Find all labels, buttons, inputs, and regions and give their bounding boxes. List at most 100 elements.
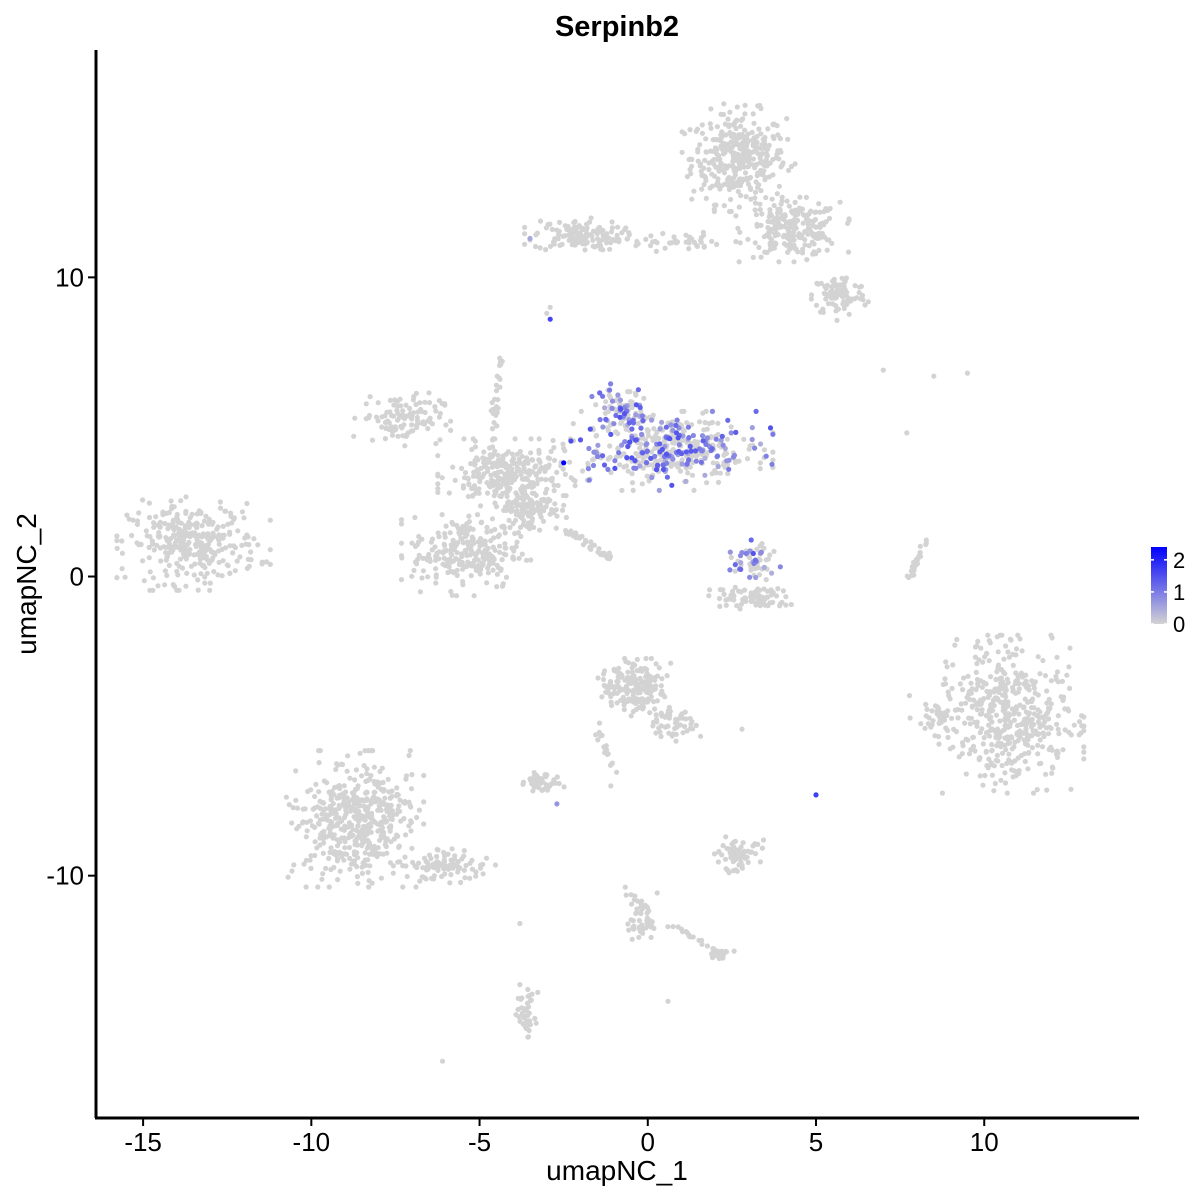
cell-point (694, 243, 701, 249)
cell-point (930, 718, 936, 724)
cell-point (1006, 740, 1013, 746)
cell-point (552, 501, 558, 507)
cell-point (485, 570, 491, 576)
cell-point (413, 884, 419, 890)
cell-point (493, 388, 500, 394)
cell-point (486, 562, 492, 568)
cell-point (504, 484, 510, 490)
cell-point (496, 543, 503, 549)
cell-point (394, 407, 400, 413)
cell-point (637, 445, 643, 451)
cell-point (1037, 671, 1043, 677)
cell-point (685, 424, 692, 430)
cell-point (980, 741, 986, 747)
cell-point (454, 572, 460, 579)
cell-point (687, 464, 693, 470)
cell-point (821, 290, 827, 296)
cell-point (460, 540, 466, 546)
cell-point (777, 135, 783, 142)
cell-point (1044, 700, 1050, 706)
cell-point (160, 512, 166, 518)
cell-point (200, 531, 206, 537)
cell-point (362, 836, 368, 842)
cell-point (497, 549, 503, 555)
cell-point (412, 514, 418, 521)
cell-point (379, 414, 385, 420)
cell-point (1000, 704, 1007, 710)
cell-point (533, 1020, 539, 1026)
cell-point (993, 735, 999, 741)
cell-point (698, 168, 704, 174)
cell-point (335, 877, 341, 883)
cell-point (234, 558, 240, 564)
cell-point (749, 129, 755, 136)
cell-point (449, 592, 455, 598)
cell-point (648, 455, 654, 461)
cell-point (626, 420, 632, 426)
cell-point (679, 461, 685, 467)
cell-point (554, 801, 560, 807)
cell-point (650, 239, 656, 245)
cell-point (641, 685, 647, 691)
cell-point (307, 857, 313, 863)
cell-point (400, 863, 406, 869)
cell-point (551, 508, 557, 514)
x-tick-label: 10 (970, 1127, 999, 1157)
cell-point (434, 853, 440, 860)
cell-point (700, 438, 706, 444)
cell-point (635, 387, 642, 393)
cell-point (183, 552, 189, 558)
cell-point (528, 436, 534, 442)
cell-point (668, 660, 674, 666)
cell-point (956, 754, 962, 760)
cell-point (514, 451, 520, 457)
cell-point (731, 175, 737, 181)
cell-point (436, 414, 442, 420)
cell-point (473, 869, 479, 875)
cell-point (348, 808, 354, 814)
cell-point (467, 860, 473, 866)
cell-point (165, 526, 171, 532)
cell-point (303, 884, 309, 890)
cell-point (700, 229, 707, 235)
cell-point (697, 142, 703, 148)
cell-point (207, 538, 213, 544)
cell-point (527, 235, 533, 242)
cell-point (527, 776, 533, 782)
cell-point (837, 199, 843, 205)
cell-point (494, 423, 500, 429)
cell-point (314, 845, 320, 851)
cell-point (683, 929, 689, 935)
cell-point (572, 218, 578, 225)
cell-point (608, 381, 614, 387)
cell-point (396, 843, 402, 849)
cell-point (723, 450, 730, 457)
cell-point (421, 772, 427, 779)
cell-point (764, 153, 771, 159)
cell-point (740, 148, 746, 154)
cell-point (146, 544, 152, 551)
cell-point (754, 146, 760, 152)
cell-point (183, 583, 189, 589)
cell-point (735, 152, 741, 158)
cell-point (162, 520, 168, 527)
cell-point (680, 730, 686, 736)
cell-point (702, 173, 708, 179)
cell-point (616, 237, 622, 243)
cell-point (176, 529, 182, 535)
cell-point (307, 818, 313, 824)
cell-point (1035, 742, 1041, 749)
cell-point (721, 101, 727, 107)
cell-point (676, 448, 682, 455)
cell-point (184, 570, 190, 576)
cell-point (805, 231, 811, 237)
cell-point (595, 236, 601, 242)
cell-point (644, 910, 650, 916)
cell-point (829, 284, 835, 290)
cell-point (194, 524, 200, 530)
cell-point (364, 771, 370, 777)
cell-point (757, 155, 763, 161)
cell-point (341, 857, 347, 863)
cell-point (656, 487, 662, 493)
